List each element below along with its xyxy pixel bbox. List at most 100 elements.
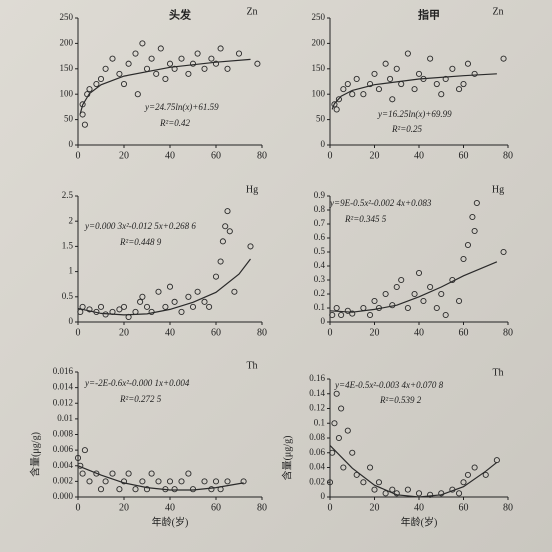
data-point xyxy=(427,283,434,291)
data-point xyxy=(375,86,383,93)
x-tick-label: 20 xyxy=(370,150,380,161)
equation: y=0.000 3x²-0.012 5x+0.268 6 xyxy=(84,221,196,231)
y-tick-label: 150 xyxy=(312,63,326,73)
data-point xyxy=(460,479,467,486)
data-point xyxy=(143,65,151,72)
y-tick-label: 0 xyxy=(321,491,326,501)
data-point xyxy=(415,70,423,77)
data-point xyxy=(162,303,169,310)
x-tick-label: 80 xyxy=(257,327,267,338)
data-point xyxy=(455,490,463,497)
data-point xyxy=(86,86,93,93)
data-point xyxy=(464,241,472,249)
x-axis-label: 年龄(岁) xyxy=(152,515,189,528)
data-point xyxy=(333,304,340,312)
data-point xyxy=(97,303,105,310)
data-point xyxy=(464,60,472,67)
data-point xyxy=(155,288,162,295)
data-point xyxy=(153,70,160,77)
data-point xyxy=(349,310,356,317)
data-point xyxy=(344,427,351,434)
x-tick-label: 20 xyxy=(119,327,129,338)
data-point xyxy=(102,478,109,485)
y-tick-label: 0.014 xyxy=(53,382,74,392)
y-tick-label: 0.14 xyxy=(309,388,325,398)
data-point xyxy=(338,405,345,412)
data-point xyxy=(226,228,233,235)
data-point xyxy=(79,470,86,477)
data-point xyxy=(471,464,478,471)
data-point xyxy=(166,283,174,290)
data-point xyxy=(404,486,411,493)
data-point xyxy=(139,293,146,300)
data-point xyxy=(148,470,155,477)
data-point xyxy=(217,258,224,265)
data-point xyxy=(353,75,360,83)
x-tick-label: 40 xyxy=(165,327,175,338)
data-point xyxy=(335,96,342,103)
data-point xyxy=(171,298,178,305)
x-tick-label: 60 xyxy=(459,502,469,513)
x-tick-label: 40 xyxy=(414,502,424,513)
data-point xyxy=(74,454,82,461)
data-point xyxy=(208,55,215,62)
x-tick-label: 60 xyxy=(211,327,221,338)
data-point xyxy=(194,50,201,57)
data-point xyxy=(219,238,226,245)
r-squared: R²=0.539 2 xyxy=(379,395,422,405)
y-tick-label: 0.004 xyxy=(53,460,74,470)
y-tick-label: 0.3 xyxy=(314,274,326,284)
y-tick-label: 100 xyxy=(60,88,74,98)
data-point xyxy=(366,80,374,88)
data-point xyxy=(442,75,449,83)
y-tick-label: 0.6 xyxy=(314,232,326,242)
data-point xyxy=(433,80,440,88)
data-point xyxy=(411,86,418,93)
chart-title: 头发 xyxy=(169,8,192,22)
data-point xyxy=(134,91,141,98)
data-point xyxy=(387,75,394,83)
y-tick-label: 0 xyxy=(69,316,74,326)
data-point xyxy=(120,303,128,310)
y-tick-label: 0.5 xyxy=(314,246,326,256)
data-point xyxy=(333,390,340,397)
data-point xyxy=(360,304,367,312)
y-tick-label: 250 xyxy=(312,12,326,22)
element-label: Th xyxy=(492,367,503,378)
data-point xyxy=(464,471,472,478)
data-point xyxy=(109,55,116,62)
data-point xyxy=(102,65,109,72)
data-point xyxy=(93,470,100,477)
y-tick-label: 0.016 xyxy=(53,366,74,376)
data-point xyxy=(344,307,351,314)
data-point xyxy=(366,464,374,471)
data-point xyxy=(349,91,356,98)
data-point xyxy=(331,420,338,427)
chart-title: 指甲 xyxy=(418,8,440,22)
y-tick-label: 0.012 xyxy=(53,397,73,407)
data-point xyxy=(411,290,418,298)
data-point xyxy=(139,478,146,485)
data-point xyxy=(185,70,192,77)
data-point xyxy=(208,486,215,493)
data-point xyxy=(97,75,105,83)
y-tick-label: 0.4 xyxy=(314,260,326,270)
data-point xyxy=(189,60,197,67)
data-point xyxy=(125,470,132,477)
y-tick-label: 0 xyxy=(69,139,74,149)
data-point xyxy=(143,303,151,310)
r-squared: R²=0.42 xyxy=(159,118,191,128)
data-point xyxy=(201,65,208,72)
data-point xyxy=(102,311,109,318)
data-point xyxy=(235,50,243,57)
data-point xyxy=(194,288,201,295)
data-point xyxy=(185,293,192,300)
data-point xyxy=(86,478,93,485)
y-tick-label: 0.2 xyxy=(314,288,325,298)
data-point xyxy=(79,111,86,118)
y-tick-label: 50 xyxy=(64,114,74,124)
data-point xyxy=(254,60,261,67)
data-point xyxy=(201,478,208,485)
data-point xyxy=(326,479,334,486)
data-point xyxy=(166,478,174,485)
